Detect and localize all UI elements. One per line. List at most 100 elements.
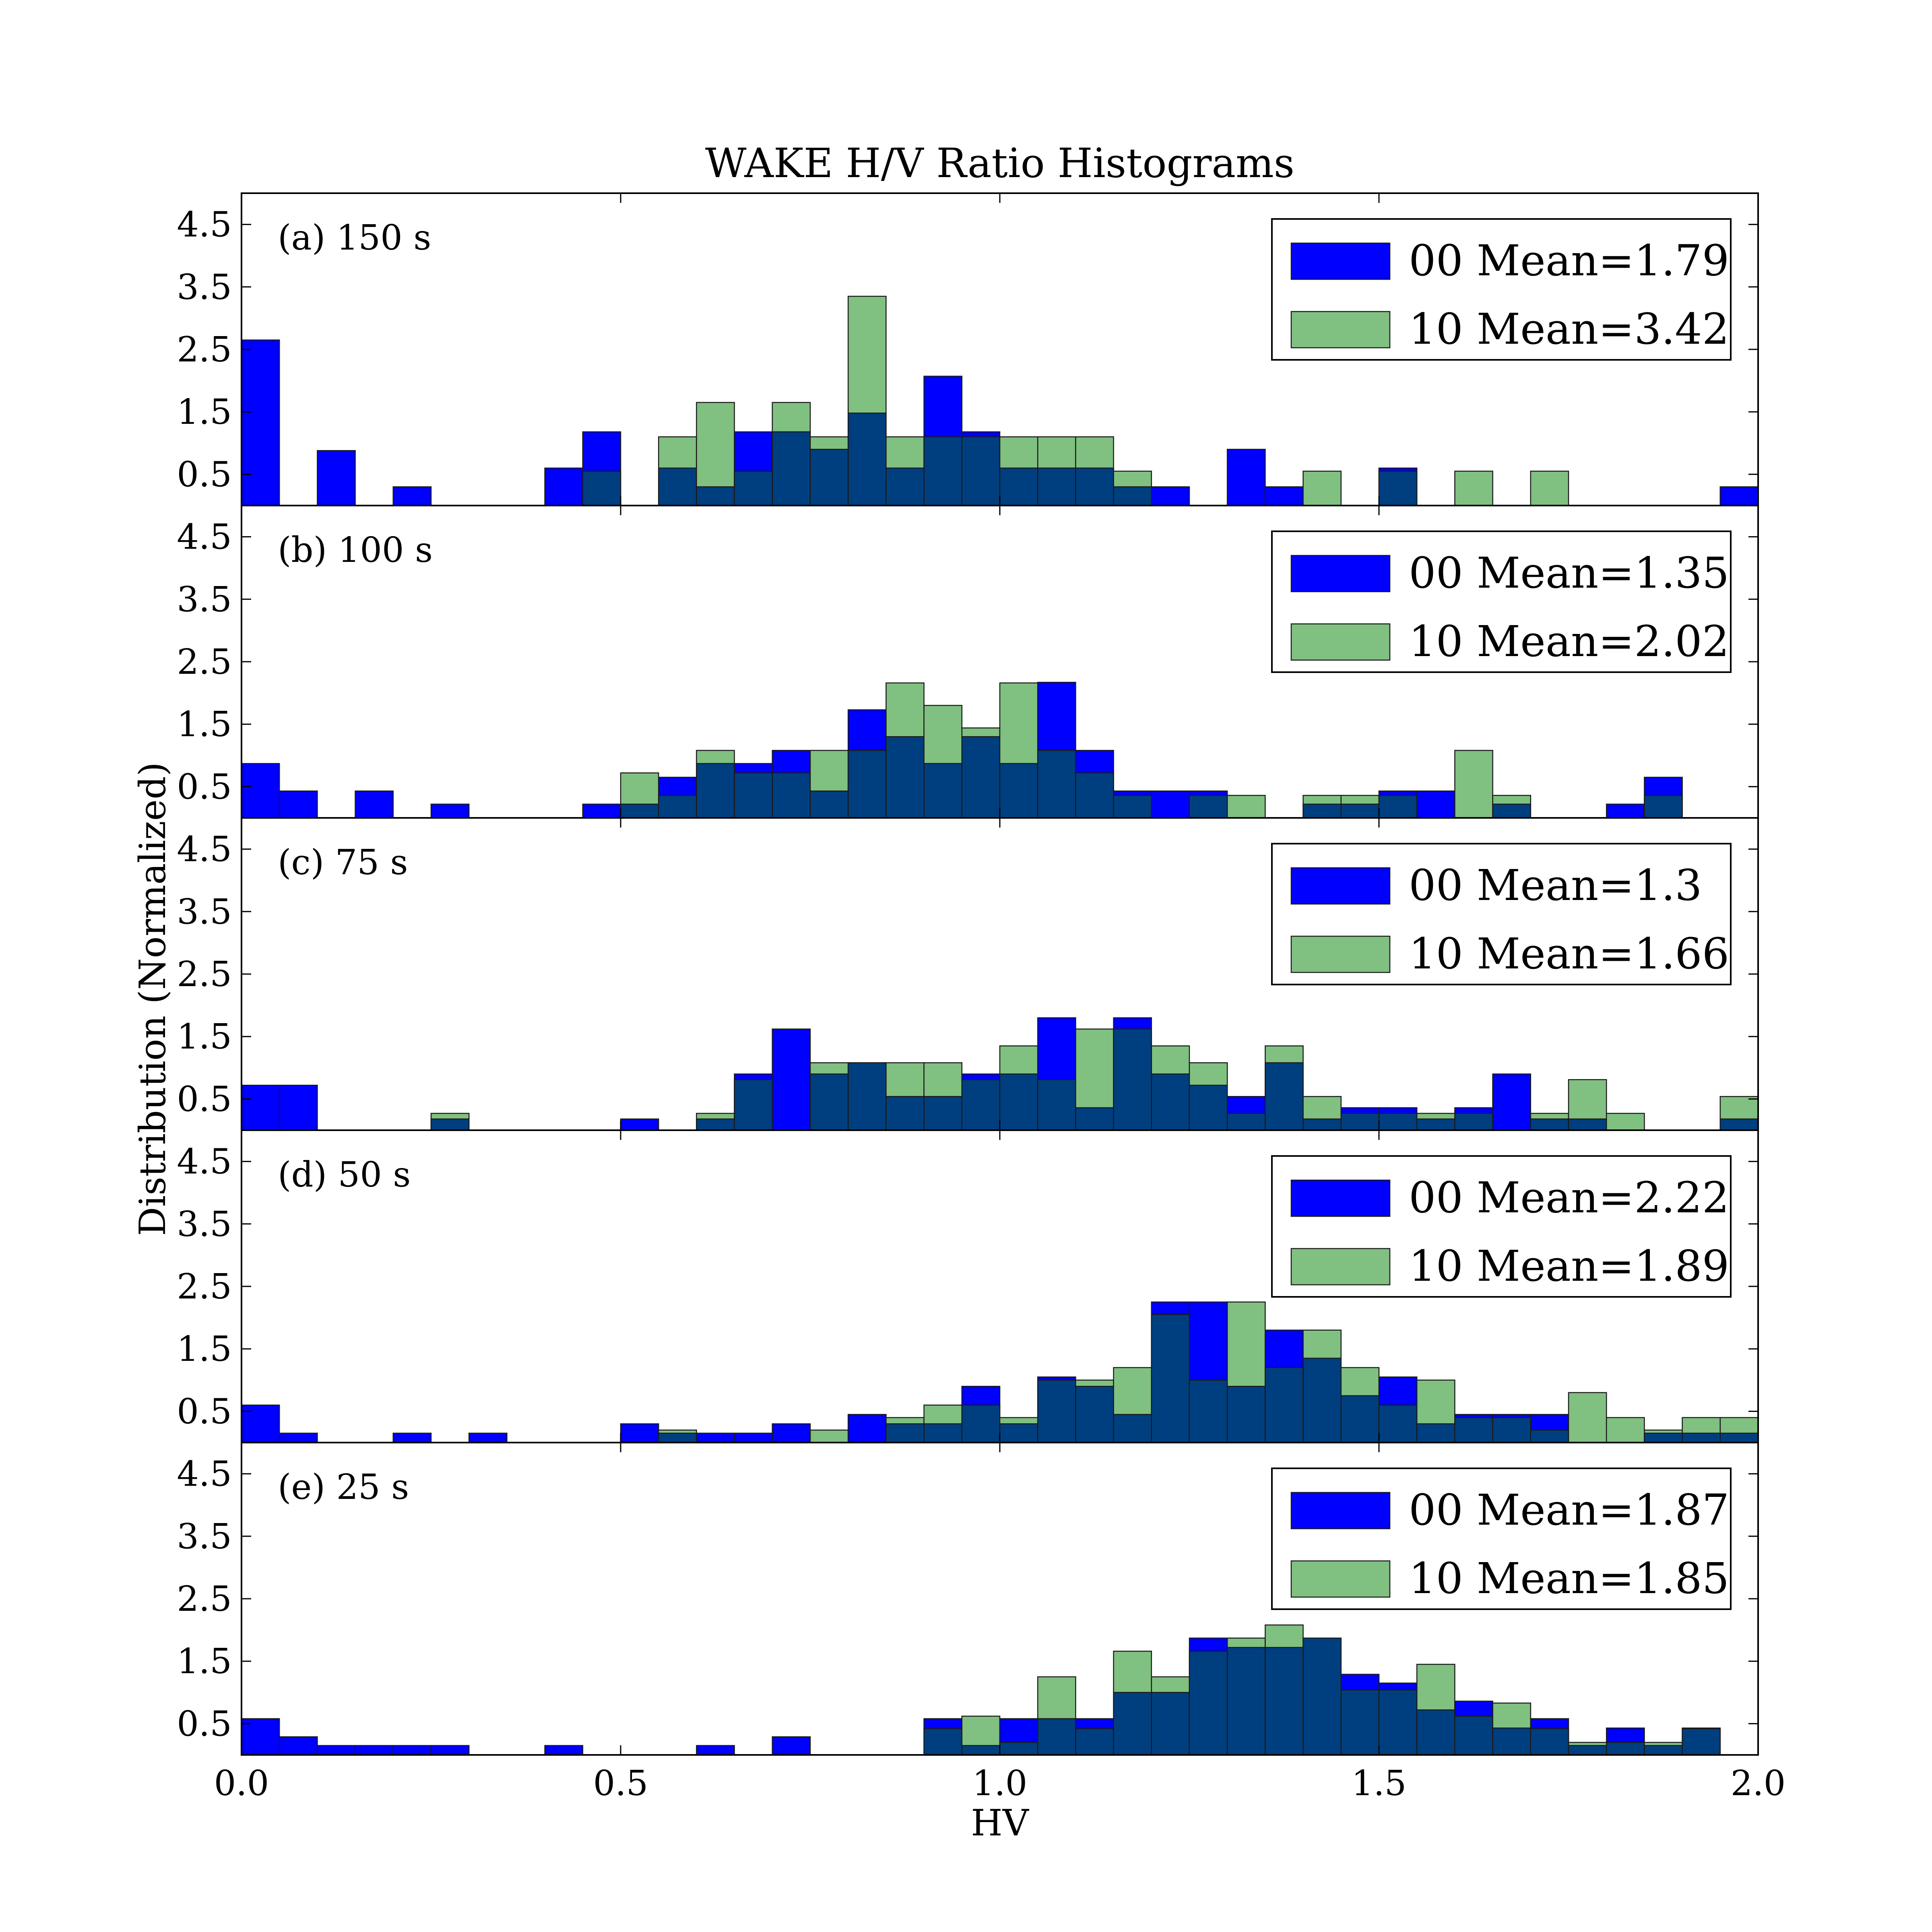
overlap-bar-15: [809, 1073, 849, 1131]
y-tick-label: 0.5: [177, 454, 232, 495]
overlap-bar-18: [923, 1423, 963, 1443]
y-tick-label: 0.5: [177, 1391, 232, 1432]
overlap-bar-13: [734, 471, 773, 506]
y-tick-label: 1.5: [177, 1329, 232, 1369]
overlap-bar-5: [430, 1118, 470, 1131]
panel-label: (b) 100 s: [278, 530, 433, 570]
y-tick-label: 0.5: [177, 1079, 232, 1119]
overlap-bar-27: [1265, 1647, 1304, 1756]
legend-entry: 00 Mean=1.3: [1409, 861, 1702, 910]
overlap-bar-12: [696, 763, 735, 819]
y-axis-label: Distribution (Normalized): [132, 762, 174, 1236]
y-tick-label: 4.5: [177, 1454, 232, 1494]
legend-entry: 10 Mean=1.85: [1409, 1554, 1729, 1603]
legend-swatch: [1290, 1560, 1391, 1598]
y-tick-label: 4.5: [177, 205, 232, 245]
overlap-bar-22: [1075, 1728, 1114, 1756]
overlap-bar-17: [886, 1096, 925, 1131]
series-00-bar-14: [772, 1423, 811, 1443]
overlap-bar-22: [1075, 772, 1114, 819]
overlap-bar-30: [1378, 1113, 1418, 1131]
series-00-bar-36: [1606, 803, 1645, 819]
overlap-bar-13: [734, 1079, 773, 1131]
overlap-bar-25: [1189, 795, 1228, 819]
overlap-bar-31: [1416, 1118, 1455, 1131]
panel-4: 0.5 1.5 2.5 3.5 4.5 (e) 25 s 00 Mean=1.87 10 Me…: [177, 1442, 1759, 1756]
overlap-bar-29: [1340, 803, 1380, 819]
legend-swatch: [1290, 1492, 1391, 1530]
series-00-bar-14: [772, 1028, 811, 1131]
overlap-bar-15: [809, 449, 849, 506]
overlap-bar-31: [1416, 1423, 1455, 1443]
series-00-bar-12: [696, 1745, 735, 1756]
series-00-bar-3: [355, 1745, 394, 1756]
overlap-bar-28: [1302, 1358, 1342, 1443]
overlap-bar-17: [886, 467, 925, 506]
overlap-bar-11: [658, 1432, 697, 1443]
series-00-bar-5: [430, 1745, 470, 1756]
overlap-bar-19: [961, 1404, 1001, 1443]
legend-entry: 00 Mean=1.79: [1409, 236, 1729, 285]
series-00-bar-0: [241, 339, 280, 506]
overlap-bar-12: [696, 1118, 735, 1131]
legend-swatch: [1290, 555, 1391, 592]
overlap-bar-20: [999, 1423, 1038, 1443]
series-00-bar-1: [279, 1085, 318, 1131]
y-tick-label: 4.5: [177, 517, 232, 557]
overlap-bar-22: [1075, 1107, 1114, 1131]
series-10-bar-15: [809, 1429, 849, 1443]
legend-entry: 10 Mean=1.89: [1409, 1241, 1729, 1291]
overlap-bar-39: [1719, 1118, 1759, 1131]
overlap-bar-23: [1113, 1692, 1152, 1756]
overlap-bar-25: [1189, 1379, 1228, 1443]
legend-swatch: [1290, 1248, 1391, 1286]
overlap-bar-22: [1075, 1386, 1114, 1443]
y-tick-label: 1.5: [177, 1017, 232, 1057]
series-10-bar-32: [1454, 471, 1493, 506]
series-00-bar-1: [279, 1736, 318, 1756]
overlap-bar-21: [1037, 1379, 1076, 1443]
overlap-bar-34: [1530, 1118, 1569, 1131]
overlap-bar-31: [1416, 1709, 1455, 1756]
legend-entry: 10 Mean=1.66: [1409, 929, 1729, 978]
overlap-bar-24: [1151, 1073, 1190, 1131]
overlap-bar-21: [1037, 750, 1076, 819]
overlap-bar-33: [1492, 1417, 1532, 1443]
overlap-bar-18: [923, 1728, 963, 1756]
overlap-bar-22: [1075, 467, 1114, 506]
panel-label: (c) 75 s: [278, 842, 408, 883]
overlap-bar-33: [1492, 1728, 1532, 1756]
series-00-bar-14: [772, 1736, 811, 1756]
overlap-bar-16: [847, 750, 887, 819]
overlap-bar-9: [582, 471, 621, 506]
overlap-bar-19: [961, 436, 1001, 506]
overlap-bar-21: [1037, 467, 1076, 506]
overlap-bar-11: [658, 467, 697, 506]
x-axis-label: HV: [971, 1802, 1029, 1844]
panels: 0.5 1.5 2.5 3.5 4.5 (a) 150 s 00 Mean=1.79 10 M…: [177, 192, 1759, 1756]
overlap-bar-35: [1568, 1118, 1607, 1131]
overlap-bar-23: [1113, 1028, 1152, 1131]
y-tick-label: 4.5: [177, 1142, 232, 1182]
series-00-bar-39: [1719, 486, 1759, 506]
overlap-bar-20: [999, 467, 1038, 506]
x-tick-label: 0.0: [214, 1763, 269, 1804]
overlap-bar-36: [1606, 1742, 1645, 1756]
overlap-bar-19: [961, 1745, 1001, 1756]
overlap-bar-15: [809, 791, 849, 819]
overlap-bar-29: [1340, 1689, 1380, 1756]
series-10-bar-26: [1226, 795, 1266, 819]
overlap-bar-19: [961, 1079, 1001, 1131]
y-tick-label: 3.5: [177, 580, 232, 620]
overlap-bar-28: [1302, 803, 1342, 819]
x-axis: 0.0 0.5 1.0 1.5 2.0: [214, 1763, 1786, 1804]
series-00-bar-0: [241, 1085, 280, 1131]
series-00-bar-0: [241, 763, 280, 819]
overlap-bar-18: [923, 763, 963, 819]
overlap-bar-18: [923, 1096, 963, 1131]
series-00-bar-24: [1151, 486, 1190, 506]
overlap-bar-17: [886, 1423, 925, 1443]
y-tick-label: 3.5: [177, 1204, 232, 1245]
overlap-bar-24: [1151, 1314, 1190, 1443]
